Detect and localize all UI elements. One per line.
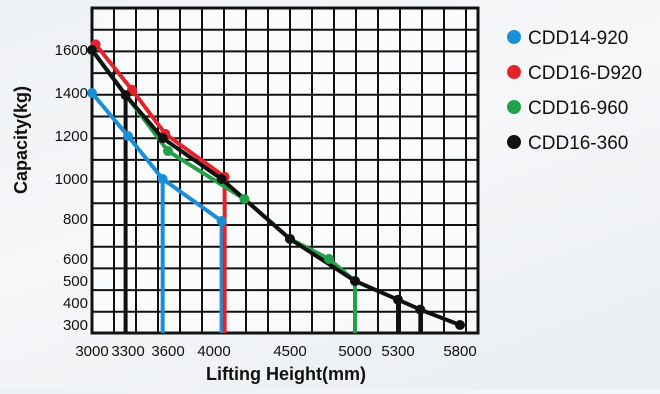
legend-marker xyxy=(507,135,521,149)
x-tick-label: 5800 xyxy=(443,343,476,360)
data-point xyxy=(157,133,168,144)
data-point xyxy=(324,254,334,264)
x-tick-label: 5000 xyxy=(338,343,371,360)
data-point xyxy=(123,131,133,141)
series-line-cdd16-d920 xyxy=(94,43,226,179)
x-tick-label: 3600 xyxy=(151,343,184,360)
legend-label: CDD16-960 xyxy=(528,98,628,119)
x-axis-label: Lifting Height(mm) xyxy=(206,364,366,384)
data-point xyxy=(87,45,97,55)
data-point xyxy=(393,294,403,305)
y-tick-label: 1600 xyxy=(55,42,88,59)
legend-label: CDD16-D920 xyxy=(528,63,642,84)
x-tick-label: 3000 xyxy=(75,343,108,360)
plot-background xyxy=(92,8,478,333)
data-point xyxy=(87,88,97,98)
legend-marker xyxy=(507,30,521,44)
x-tick-label: 4000 xyxy=(197,343,230,360)
y-tick-label: 300 xyxy=(63,317,88,334)
series-line-cdd14-920 xyxy=(90,91,223,223)
data-point xyxy=(216,174,227,184)
y-tick-label: 500 xyxy=(63,273,88,290)
grid xyxy=(90,6,480,335)
x-tick-label: 4500 xyxy=(273,343,306,360)
data-point xyxy=(239,194,250,204)
data-point xyxy=(163,146,173,157)
data-point xyxy=(285,234,295,244)
y-tick-label: 400 xyxy=(63,295,88,312)
data-point xyxy=(120,90,131,101)
axes: 3000 3300 3600 4000 4500 5000 5300 5800 300 400 50… xyxy=(55,42,477,360)
data-point xyxy=(350,276,360,286)
data-point xyxy=(157,174,168,184)
legend-marker xyxy=(507,65,521,79)
x-tick-label: 5300 xyxy=(381,343,414,360)
y-tick-label: 1400 xyxy=(55,85,88,102)
y-axis-label: Capacity(kg) xyxy=(11,86,31,194)
legend: CDD14-920 CDD16-D920 CDD16-960 CDD16-360 xyxy=(507,28,642,154)
y-tick-label: 1200 xyxy=(55,128,88,145)
y-tick-label: 1000 xyxy=(55,171,88,188)
y-tick-label: 600 xyxy=(63,251,88,268)
data-point xyxy=(216,216,227,226)
y-tick-label: 800 xyxy=(63,211,88,228)
data-points xyxy=(87,39,465,330)
data-point xyxy=(455,320,465,330)
legend-label: CDD14-920 xyxy=(528,28,628,49)
x-tick-label: 3300 xyxy=(111,343,144,360)
data-point xyxy=(415,304,426,315)
plot-border xyxy=(90,6,480,335)
legend-marker xyxy=(507,100,521,114)
legend-label: CDD16-360 xyxy=(528,133,628,154)
